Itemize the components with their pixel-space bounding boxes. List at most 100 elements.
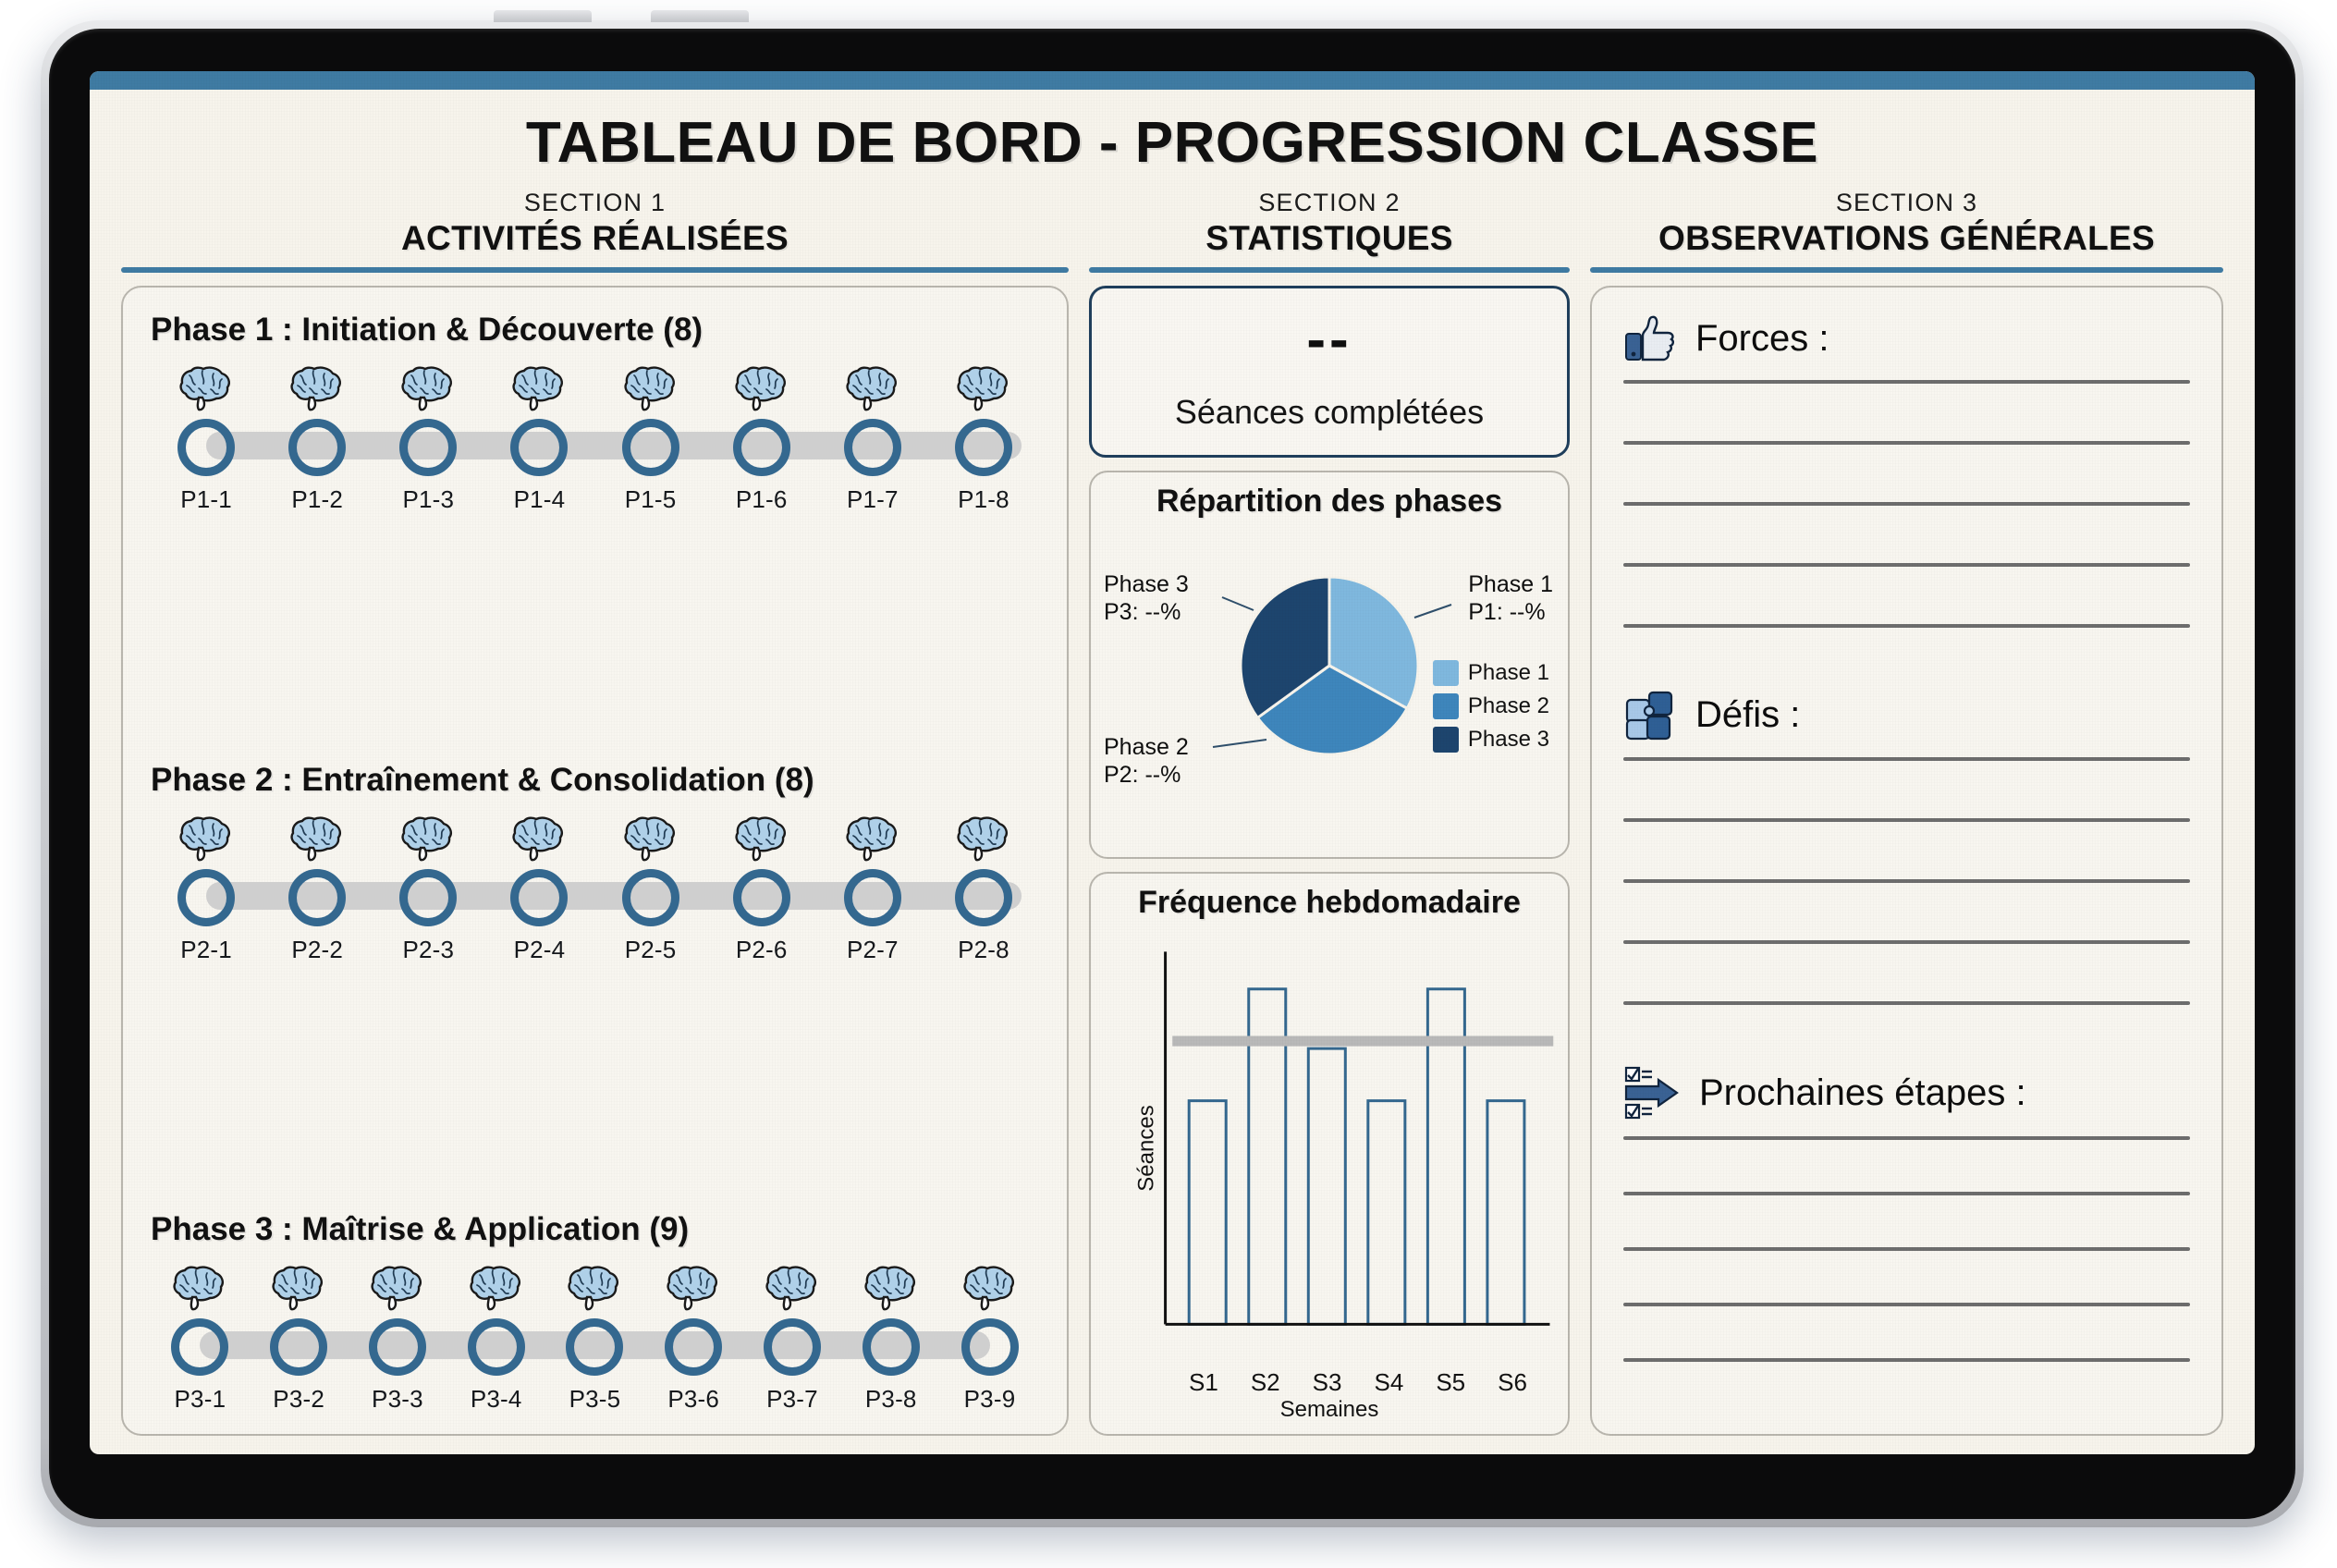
writing-line[interactable] bbox=[1623, 441, 2190, 445]
observation-writing-lines-1[interactable] bbox=[1623, 380, 2190, 685]
phase-item[interactable]: P1-4 bbox=[483, 363, 594, 514]
writing-line[interactable] bbox=[1623, 380, 2190, 384]
phase-item[interactable]: P2-8 bbox=[928, 814, 1039, 964]
step-checkbox-circle[interactable] bbox=[399, 419, 458, 476]
writing-line[interactable] bbox=[1623, 1136, 2190, 1140]
phase-item[interactable]: P2-3 bbox=[373, 814, 483, 964]
phase-item[interactable]: P3-2 bbox=[250, 1263, 349, 1414]
bar-tick-S3: S3 bbox=[1312, 1368, 1342, 1396]
phase-item[interactable]: P3-6 bbox=[644, 1263, 743, 1414]
phase-item[interactable]: P1-5 bbox=[595, 363, 706, 514]
step-checkbox-circle[interactable] bbox=[862, 1318, 920, 1376]
phase-item[interactable]: P1-7 bbox=[817, 363, 928, 514]
step-label: P2-7 bbox=[846, 935, 899, 963]
phase-item[interactable]: P1-1 bbox=[151, 363, 262, 514]
brain-icon bbox=[623, 366, 675, 411]
step-checkbox-circle[interactable] bbox=[510, 868, 569, 926]
step-checkbox-circle[interactable] bbox=[510, 419, 569, 476]
pie-leader-p3 bbox=[1221, 596, 1254, 611]
phase-item[interactable]: P2-2 bbox=[262, 814, 373, 964]
section-statistics: -- Séances complétées Répartition des ph… bbox=[1089, 286, 1570, 1436]
step-checkbox-circle[interactable] bbox=[288, 419, 347, 476]
step-checkbox-circle[interactable] bbox=[368, 1318, 426, 1376]
writing-line[interactable] bbox=[1623, 1303, 2190, 1306]
writing-line[interactable] bbox=[1623, 1247, 2190, 1251]
step-checkbox-circle[interactable] bbox=[960, 1318, 1019, 1376]
step-checkbox-circle[interactable] bbox=[177, 419, 236, 476]
legend-label-phase-1: Phase 1 bbox=[1467, 660, 1549, 685]
writing-line[interactable] bbox=[1623, 1192, 2190, 1195]
pie-slice-phase-3[interactable] bbox=[1239, 575, 1331, 720]
step-checkbox-circle[interactable] bbox=[288, 868, 347, 926]
phase-item[interactable]: P2-5 bbox=[595, 814, 706, 964]
legend-swatch-phase-1 bbox=[1432, 660, 1459, 686]
step-label: P3-9 bbox=[963, 1385, 1016, 1413]
step-checkbox-circle[interactable] bbox=[270, 1318, 328, 1376]
writing-line[interactable] bbox=[1623, 940, 2190, 944]
phase-item[interactable]: P3-3 bbox=[349, 1263, 447, 1414]
brain-icon bbox=[173, 1266, 225, 1311]
phase-item[interactable]: P3-4 bbox=[447, 1263, 545, 1414]
bar-S6[interactable] bbox=[1487, 1101, 1524, 1325]
volume-down-button[interactable] bbox=[651, 10, 749, 22]
step-checkbox-circle[interactable] bbox=[621, 868, 679, 926]
phase-item[interactable]: P1-8 bbox=[928, 363, 1039, 514]
step-label: P2-4 bbox=[513, 935, 566, 963]
brain-icon bbox=[735, 815, 786, 861]
observations-panel: Forces : Défis : Prochaines étapes : bbox=[1590, 286, 2223, 1436]
step-checkbox-circle[interactable] bbox=[843, 419, 901, 476]
bar-S4[interactable] bbox=[1368, 1101, 1405, 1325]
phase-item[interactable]: P2-7 bbox=[817, 814, 928, 964]
phase-item[interactable]: P1-2 bbox=[262, 363, 373, 514]
phase-item[interactable]: P3-7 bbox=[743, 1263, 842, 1414]
writing-line[interactable] bbox=[1623, 818, 2190, 822]
step-checkbox-circle[interactable] bbox=[732, 419, 790, 476]
writing-line[interactable] bbox=[1623, 624, 2190, 628]
writing-line[interactable] bbox=[1623, 1001, 2190, 1005]
pie-slice-phase-1[interactable] bbox=[1328, 575, 1420, 711]
writing-line[interactable] bbox=[1623, 757, 2190, 761]
writing-line[interactable] bbox=[1623, 879, 2190, 883]
columns-body: Phase 1 : Initiation & Découverte (8) P1-… bbox=[121, 286, 2223, 1436]
observation-writing-lines-2[interactable] bbox=[1623, 757, 2190, 1062]
phase-item[interactable]: P3-1 bbox=[151, 1263, 250, 1414]
section-title-1: ACTIVITÉS RÉALISÉES bbox=[401, 219, 789, 257]
observation-writing-lines-3[interactable] bbox=[1623, 1136, 2190, 1414]
step-checkbox-circle[interactable] bbox=[621, 419, 679, 476]
step-checkbox-circle[interactable] bbox=[954, 419, 1012, 476]
checklist-arrow-icon bbox=[1624, 1066, 1679, 1120]
step-checkbox-circle[interactable] bbox=[843, 868, 901, 926]
phase-item[interactable]: P3-9 bbox=[940, 1263, 1039, 1414]
writing-line[interactable] bbox=[1623, 502, 2190, 506]
phase-item[interactable]: P3-8 bbox=[841, 1263, 940, 1414]
step-label: P1-3 bbox=[402, 485, 455, 513]
phase-track-wrap-1: P1-1 P1-2 P1-3 P1-4 P1-5 P1-6 P1-7 P1-8 bbox=[151, 363, 1039, 514]
step-checkbox-circle[interactable] bbox=[763, 1318, 821, 1376]
section-activities: Phase 1 : Initiation & Découverte (8) P1-… bbox=[121, 286, 1069, 1436]
phase-item[interactable]: P1-3 bbox=[373, 363, 483, 514]
phase-item[interactable]: P2-4 bbox=[483, 814, 594, 964]
step-checkbox-circle[interactable] bbox=[566, 1318, 624, 1376]
phase-item[interactable]: P3-5 bbox=[545, 1263, 644, 1414]
step-checkbox-circle[interactable] bbox=[399, 868, 458, 926]
bar-tick-S2: S2 bbox=[1250, 1368, 1280, 1396]
step-label: P1-6 bbox=[735, 485, 788, 513]
observation-title-3: Prochaines étapes : bbox=[1699, 1072, 2026, 1113]
writing-line[interactable] bbox=[1623, 1358, 2190, 1362]
step-checkbox-circle[interactable] bbox=[467, 1318, 525, 1376]
brain-icon bbox=[290, 366, 342, 411]
bar-S1[interactable] bbox=[1189, 1101, 1226, 1325]
bar-S3[interactable] bbox=[1308, 1048, 1345, 1324]
legend-row-phase-2: Phase 2 bbox=[1432, 693, 1549, 719]
step-checkbox-circle[interactable] bbox=[171, 1318, 229, 1376]
step-checkbox-circle[interactable] bbox=[954, 868, 1012, 926]
phase-item[interactable]: P1-6 bbox=[706, 363, 817, 514]
writing-line[interactable] bbox=[1623, 563, 2190, 567]
step-checkbox-circle[interactable] bbox=[732, 868, 790, 926]
volume-up-button[interactable] bbox=[494, 10, 592, 22]
step-checkbox-circle[interactable] bbox=[665, 1318, 723, 1376]
phase-item[interactable]: P2-6 bbox=[706, 814, 817, 964]
step-checkbox-circle[interactable] bbox=[177, 868, 236, 926]
phase-item[interactable]: P2-1 bbox=[151, 814, 262, 964]
pie-slice-phase-2[interactable] bbox=[1255, 664, 1410, 756]
